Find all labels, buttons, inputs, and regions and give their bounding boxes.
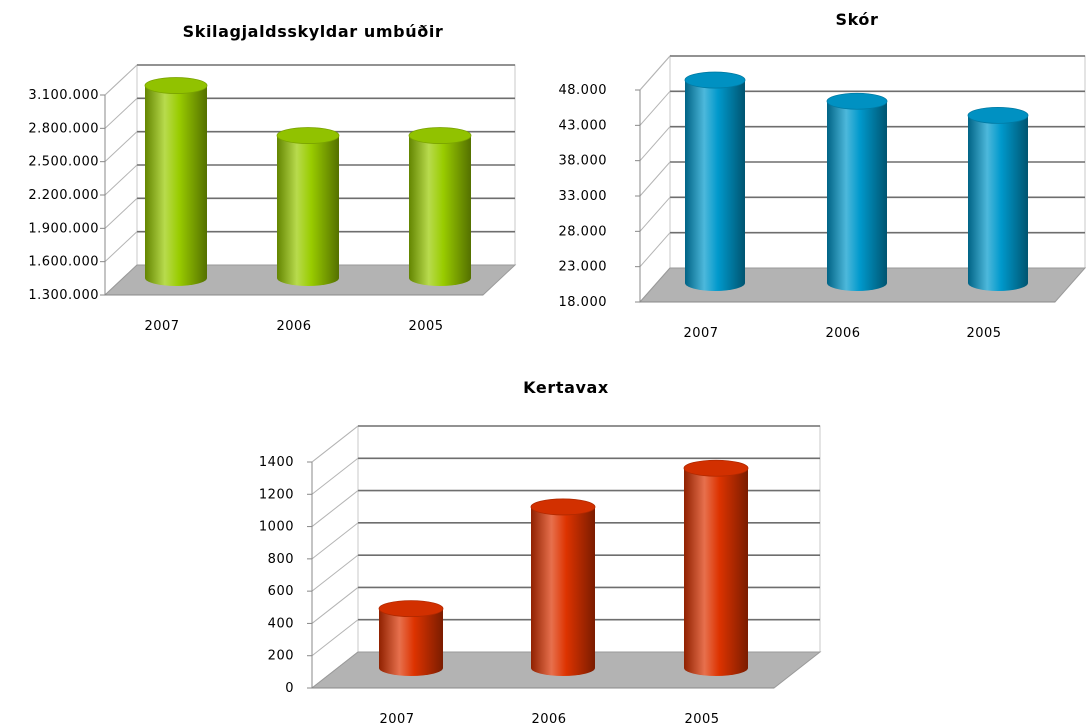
- bar-body: [379, 608, 443, 676]
- y-tick-label: 200: [268, 649, 294, 664]
- bar-2006: [276, 127, 340, 286]
- bar-body: [827, 101, 887, 292]
- y-tick-label: 1.900.000: [28, 221, 99, 236]
- bar-body: [685, 80, 745, 291]
- bar-top: [684, 71, 746, 89]
- bar-body: [684, 468, 748, 676]
- gridline-side: [104, 197, 138, 229]
- y-tick-label: 2.500.000: [28, 155, 99, 170]
- side-wall: [311, 424, 359, 690]
- gridline-side: [311, 522, 359, 560]
- gridline-side: [104, 164, 138, 196]
- y-tick-label: 1200: [259, 487, 294, 502]
- gridline-side: [311, 587, 359, 624]
- bar-body: [277, 135, 339, 286]
- x-tick-label: 2007: [683, 326, 718, 341]
- y-tick-label: 33.000: [559, 189, 608, 204]
- bar-top: [378, 600, 444, 618]
- y-tick-label: 38.000: [559, 154, 608, 169]
- y-tick-label: 800: [268, 552, 294, 567]
- x-tick-label: 2007: [144, 319, 179, 334]
- y-tick-label: 1.300.000: [28, 288, 99, 303]
- y-tick-label: 400: [268, 616, 294, 631]
- gridline-side: [104, 97, 138, 129]
- bar-top: [144, 77, 208, 94]
- y-tick-label: 1.600.000: [28, 255, 99, 270]
- bar-2005: [967, 107, 1029, 292]
- y-tick-label: 600: [268, 584, 294, 599]
- bar-top: [530, 498, 596, 516]
- y-tick-label: 2.800.000: [28, 121, 99, 136]
- chart-title-umbudir: Skilagjaldsskyldar umbúðir: [182, 22, 444, 41]
- bar-top: [276, 127, 340, 144]
- y-tick-label: 23.000: [559, 260, 608, 275]
- bar-top: [826, 92, 888, 110]
- bar-body: [531, 506, 595, 676]
- gridline-side: [639, 161, 671, 197]
- gridline-side: [639, 232, 671, 267]
- gridline-side: [639, 55, 671, 91]
- bar-top: [967, 107, 1029, 124]
- y-tick-label: 3.100.000: [28, 88, 99, 103]
- gridline-side: [311, 490, 359, 527]
- y-tick-label: 43.000: [559, 118, 608, 133]
- gridline-side: [104, 131, 138, 163]
- bar-body: [409, 135, 471, 286]
- x-tick-label: 2005: [408, 319, 443, 334]
- chart-0: 1.300.000 1.600.000 1.900.000 2.200.000 2.50…: [28, 63, 517, 334]
- chart-1: 18.000 23.000 28.000 33.000 38.000 43.000 48.0…: [559, 54, 1086, 341]
- bar-2007: [378, 600, 444, 676]
- y-tick-label: 2.200.000: [28, 188, 99, 203]
- x-tick-label: 2006: [276, 319, 311, 334]
- chart-title-kertavax: Kertavax: [523, 378, 609, 397]
- chart-title-skor: Skór: [835, 10, 879, 29]
- x-tick-label: 2006: [825, 326, 860, 341]
- gridline-side: [639, 126, 671, 161]
- gridline-side: [311, 554, 359, 592]
- x-tick-label: 2005: [966, 326, 1001, 341]
- gridline-side: [311, 457, 359, 495]
- y-tick-label: 1400: [259, 455, 294, 470]
- y-tick-label: 1000: [259, 520, 294, 535]
- chart-2: 0 200 400 600 800 1000 1200 1400 2007 2006 2005: [259, 424, 822, 726]
- bar-2007: [684, 71, 746, 291]
- gridline-side: [104, 231, 138, 263]
- x-tick-label: 2007: [379, 712, 414, 726]
- gridline-side: [639, 91, 671, 126]
- gridline-side: [311, 425, 359, 463]
- y-tick-label: 48.000: [559, 83, 608, 98]
- gridline-side: [311, 619, 359, 657]
- y-tick-label: 0: [285, 681, 294, 696]
- bar-body: [968, 115, 1028, 292]
- bar-top: [683, 459, 749, 477]
- gridline-side: [104, 64, 138, 96]
- y-tick-label: 28.000: [559, 224, 608, 239]
- bar-2005: [683, 459, 749, 676]
- bar-top: [408, 127, 472, 144]
- bar-body: [145, 85, 207, 286]
- bar-2005: [408, 127, 472, 286]
- x-tick-label: 2006: [531, 712, 566, 726]
- bar-2006: [826, 92, 888, 292]
- bar-2006: [530, 498, 596, 676]
- bar-2007: [144, 77, 208, 286]
- x-tick-label: 2005: [684, 712, 719, 726]
- y-tick-label: 18.000: [559, 295, 608, 310]
- gridline-side: [639, 197, 671, 232]
